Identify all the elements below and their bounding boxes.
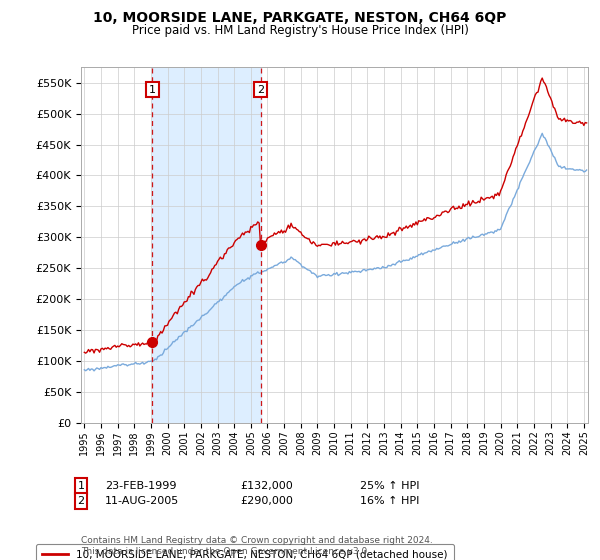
Text: 25% ↑ HPI: 25% ↑ HPI: [360, 481, 419, 491]
Text: Price paid vs. HM Land Registry's House Price Index (HPI): Price paid vs. HM Land Registry's House …: [131, 24, 469, 37]
Text: 1: 1: [77, 481, 85, 491]
Text: £132,000: £132,000: [240, 481, 293, 491]
Text: 1: 1: [149, 85, 156, 95]
Text: 16% ↑ HPI: 16% ↑ HPI: [360, 496, 419, 506]
Text: 11-AUG-2005: 11-AUG-2005: [105, 496, 179, 506]
Text: 10, MOORSIDE LANE, PARKGATE, NESTON, CH64 6QP: 10, MOORSIDE LANE, PARKGATE, NESTON, CH6…: [94, 11, 506, 25]
Text: 2: 2: [77, 496, 85, 506]
Text: £290,000: £290,000: [240, 496, 293, 506]
Text: 23-FEB-1999: 23-FEB-1999: [105, 481, 176, 491]
Legend: 10, MOORSIDE LANE, PARKGATE, NESTON, CH64 6QP (detached house), HPI: Average pri: 10, MOORSIDE LANE, PARKGATE, NESTON, CH6…: [35, 544, 454, 560]
Bar: [152, 67, 260, 423]
Text: Contains HM Land Registry data © Crown copyright and database right 2024.
This d: Contains HM Land Registry data © Crown c…: [81, 536, 433, 556]
Text: 2: 2: [257, 85, 264, 95]
